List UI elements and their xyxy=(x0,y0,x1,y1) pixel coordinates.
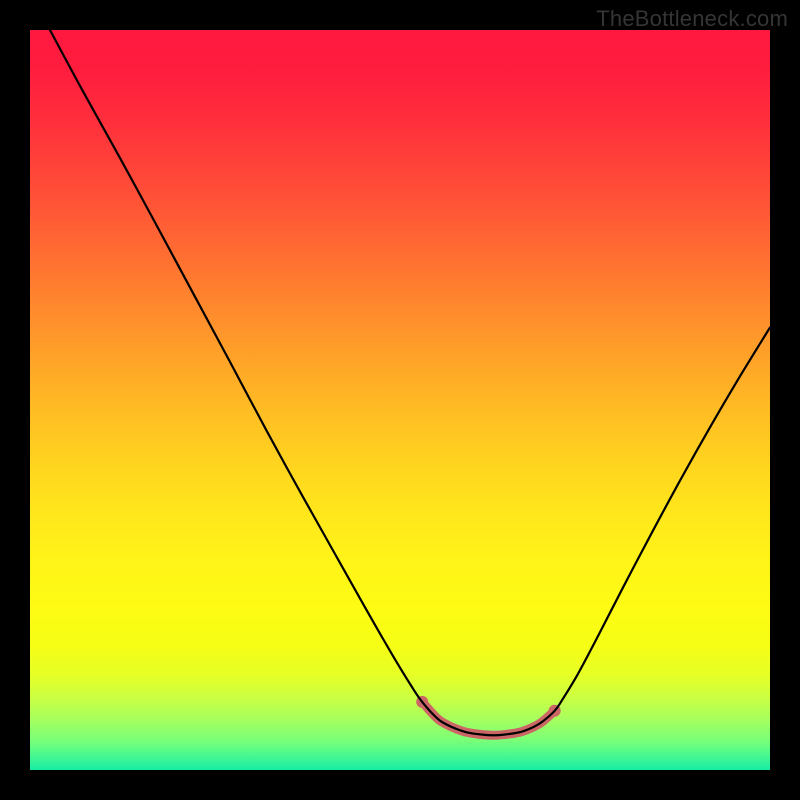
watermark-text: TheBottleneck.com xyxy=(596,6,788,32)
curve-layer xyxy=(30,30,770,770)
main-curve xyxy=(50,30,770,735)
plot-area xyxy=(30,30,770,770)
chart-container: TheBottleneck.com xyxy=(0,0,800,800)
marker-band xyxy=(422,702,554,735)
